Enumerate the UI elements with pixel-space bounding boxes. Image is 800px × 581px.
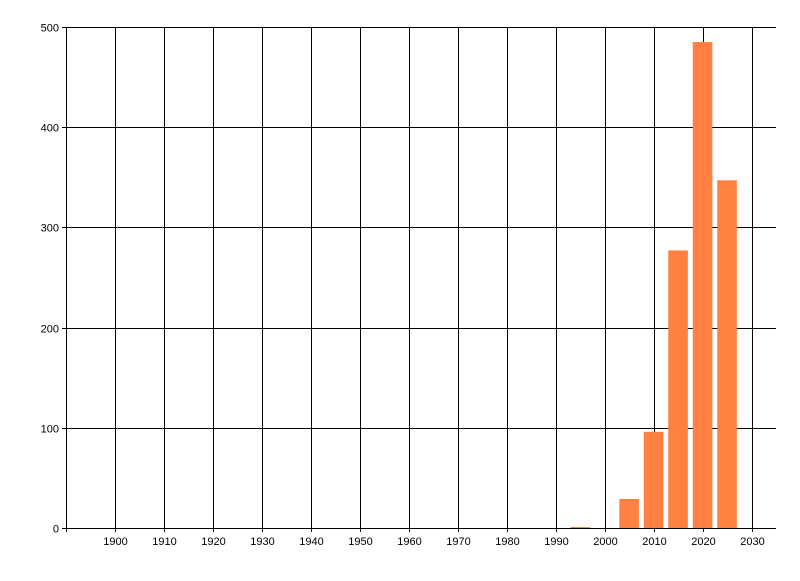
y-tick-label: 0 (53, 524, 59, 536)
bar-2010 (643, 431, 664, 528)
y-tick-label: 100 (41, 424, 59, 436)
x-tick-label: 1980 (495, 536, 519, 548)
x-tick-label: 1930 (250, 536, 274, 548)
x-tick-label: 1950 (348, 536, 372, 548)
y-tick-label: 300 (41, 223, 59, 235)
y-tick-label: 400 (41, 123, 59, 135)
x-tick-label: 1920 (201, 536, 225, 548)
bar-2005 (619, 498, 639, 528)
bar-2025 (717, 180, 737, 528)
bar-2020 (692, 42, 713, 528)
x-tick-label: 2010 (642, 536, 666, 548)
y-tick-label: 200 (41, 324, 59, 336)
bar-2015 (668, 250, 688, 529)
grid (62, 27, 776, 532)
x-tick-label: 1900 (103, 536, 127, 548)
x-tick-label: 1940 (299, 536, 323, 548)
bar-1995 (570, 526, 590, 528)
bars (570, 42, 737, 529)
y-tick-label: 500 (41, 23, 59, 35)
x-tick-label: 2000 (593, 536, 617, 548)
x-tick-label: 1960 (397, 536, 421, 548)
x-tick-label: 1970 (446, 536, 470, 548)
axes (62, 27, 776, 532)
x-tick-label: 1910 (152, 536, 176, 548)
x-tick-label: 2020 (691, 536, 715, 548)
tick-labels: 0 100 200 300 400 500 1900 1910 1920 1930 1940 1950… (41, 23, 765, 549)
x-tick-label: 1990 (544, 536, 568, 548)
x-tick-label: 2030 (740, 536, 764, 548)
